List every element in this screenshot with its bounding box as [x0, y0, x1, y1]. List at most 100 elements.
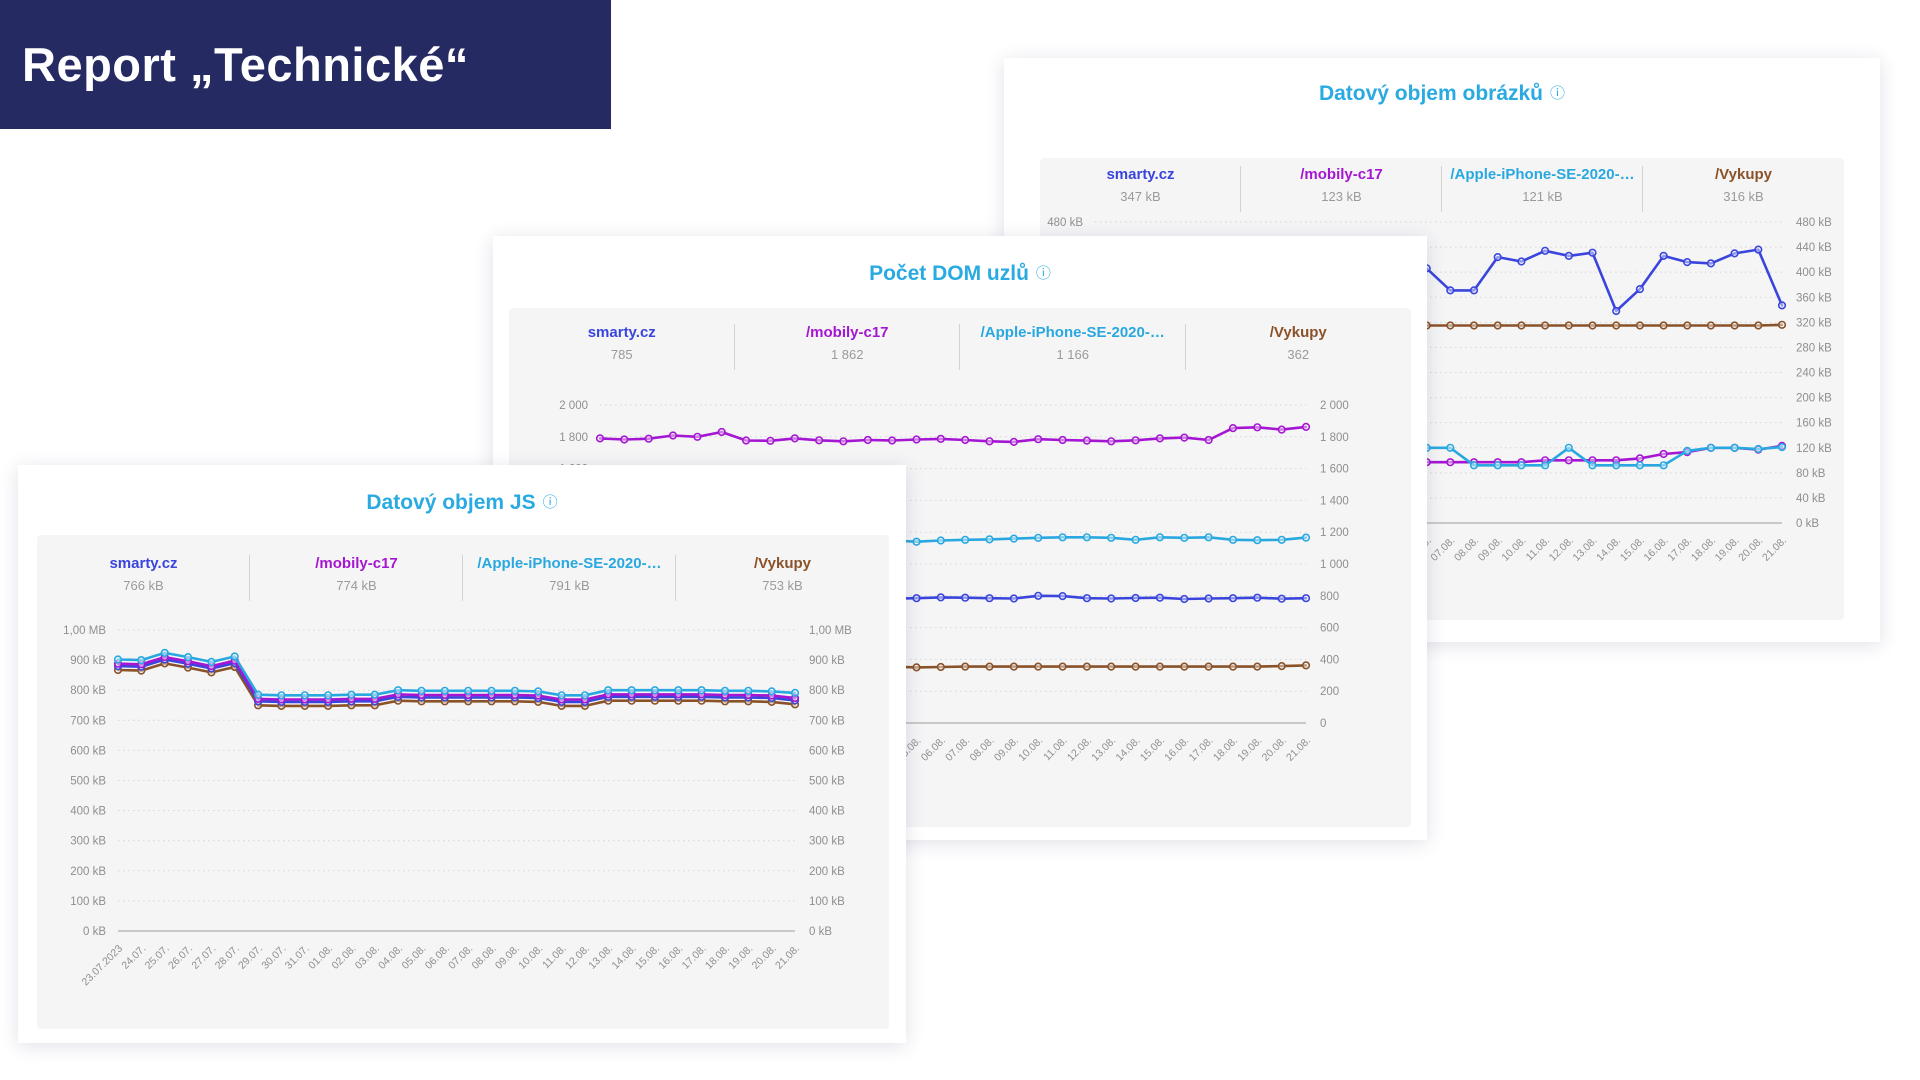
svg-text:400: 400 [1320, 654, 1339, 666]
chart-title-js: Datový objem JS ⓘ [18, 491, 906, 515]
svg-text:600: 600 [1320, 623, 1339, 635]
svg-text:10.08.: 10.08. [1499, 535, 1528, 564]
svg-text:18.08.: 18.08. [1211, 735, 1240, 764]
svg-text:120 kB: 120 kB [1796, 443, 1832, 455]
legend-value: 1 862 [830, 347, 864, 362]
svg-text:280 kB: 280 kB [1796, 342, 1832, 354]
svg-text:900 kB: 900 kB [809, 655, 845, 667]
legend-value: 774 kB [336, 578, 377, 593]
legend-value: 1 166 [1056, 347, 1090, 362]
svg-text:100 kB: 100 kB [70, 896, 106, 908]
svg-text:21.08.: 21.08. [1760, 535, 1789, 564]
svg-text:10.08.: 10.08. [1016, 735, 1045, 764]
svg-text:20.08.: 20.08. [750, 943, 779, 972]
legend-label: /Vykupy [754, 555, 811, 572]
svg-text:0 kB: 0 kB [83, 926, 106, 938]
legend-item-smarty-cz[interactable]: smarty.cz 347 kB [1040, 166, 1241, 212]
svg-text:15.08.: 15.08. [1138, 735, 1167, 764]
legend-item-smarty-cz[interactable]: smarty.cz 766 kB [37, 555, 250, 601]
svg-text:19.08.: 19.08. [726, 943, 755, 972]
legend-item-vykupy[interactable]: /Vykupy 362 [1186, 324, 1412, 362]
svg-text:06.08.: 06.08. [919, 735, 948, 764]
legend-value: 766 kB [123, 578, 164, 593]
svg-text:18.08.: 18.08. [1689, 535, 1718, 564]
svg-text:15.08.: 15.08. [633, 943, 662, 972]
legend-item-smarty-cz[interactable]: smarty.cz 785 [509, 324, 735, 370]
report-title-banner: Report „Technické“ [0, 0, 611, 129]
svg-text:480 kB: 480 kB [1047, 217, 1083, 229]
chart-title-dom-nodes: Počet DOM uzlů ⓘ [493, 262, 1427, 286]
legend-label: /mobily-c17 [1300, 166, 1383, 183]
legend-item-apple-iphone[interactable]: /Apple-iPhone-SE-2020-… 791 kB [463, 555, 676, 601]
svg-text:31.07.: 31.07. [283, 943, 312, 972]
svg-text:1 400: 1 400 [1320, 495, 1349, 507]
info-icon[interactable]: ⓘ [1550, 85, 1566, 102]
legend-item-mobily-c17[interactable]: /mobily-c17 774 kB [250, 555, 463, 601]
svg-text:240 kB: 240 kB [1796, 368, 1832, 380]
svg-text:08.08.: 08.08. [470, 943, 499, 972]
svg-text:100 kB: 100 kB [809, 896, 845, 908]
svg-text:900 kB: 900 kB [70, 655, 106, 667]
svg-text:09.08.: 09.08. [493, 943, 522, 972]
svg-text:500 kB: 500 kB [70, 776, 106, 788]
svg-text:800: 800 [1320, 591, 1339, 603]
legend-label: /Apple-iPhone-SE-2020-… [980, 324, 1165, 341]
legend-item-vykupy[interactable]: /Vykupy 753 kB [676, 555, 889, 593]
svg-text:360 kB: 360 kB [1796, 292, 1832, 304]
svg-text:16.08.: 16.08. [656, 943, 685, 972]
svg-text:20.08.: 20.08. [1736, 535, 1765, 564]
svg-text:480 kB: 480 kB [1796, 217, 1832, 229]
svg-text:14.08.: 14.08. [610, 943, 639, 972]
svg-text:2 000: 2 000 [1320, 400, 1349, 412]
svg-text:0 kB: 0 kB [809, 926, 832, 938]
svg-text:200 kB: 200 kB [809, 866, 845, 878]
legend-item-vykupy[interactable]: /Vykupy 316 kB [1643, 166, 1844, 204]
svg-text:15.08.: 15.08. [1618, 535, 1647, 564]
svg-text:29.07.: 29.07. [236, 943, 265, 972]
legend-value: 362 [1287, 347, 1310, 362]
svg-text:320 kB: 320 kB [1796, 317, 1832, 329]
svg-text:11.08.: 11.08. [1041, 735, 1070, 764]
svg-text:200: 200 [1320, 686, 1339, 698]
svg-text:400 kB: 400 kB [809, 806, 845, 818]
svg-text:1 200: 1 200 [1320, 527, 1349, 539]
legend-value: 123 kB [1321, 189, 1362, 204]
svg-text:400 kB: 400 kB [70, 806, 106, 818]
svg-text:25.07.: 25.07. [143, 943, 172, 972]
svg-text:0 kB: 0 kB [1796, 518, 1819, 530]
svg-text:19.08.: 19.08. [1713, 535, 1742, 564]
svg-text:1 000: 1 000 [1320, 559, 1349, 571]
legend-item-apple-iphone[interactable]: /Apple-iPhone-SE-2020-… 1 166 [960, 324, 1186, 370]
legend-item-apple-iphone[interactable]: /Apple-iPhone-SE-2020-… 121 kB [1442, 166, 1643, 212]
legend-item-mobily-c17[interactable]: /mobily-c17 123 kB [1241, 166, 1442, 212]
svg-text:09.08.: 09.08. [1476, 535, 1505, 564]
legend-label: /Apple-iPhone-SE-2020-… [477, 555, 662, 572]
svg-text:08.08.: 08.08. [968, 735, 997, 764]
svg-text:500 kB: 500 kB [809, 776, 845, 788]
svg-text:23.07.2023: 23.07.2023 [79, 943, 125, 989]
legend-value: 791 kB [549, 578, 590, 593]
svg-text:05.08.: 05.08. [399, 943, 428, 972]
legend-item-mobily-c17[interactable]: /mobily-c17 1 862 [735, 324, 961, 370]
svg-text:13.08.: 13.08. [586, 943, 615, 972]
legend-value: 753 kB [762, 578, 803, 593]
svg-text:600 kB: 600 kB [70, 745, 106, 757]
svg-text:11.08.: 11.08. [540, 943, 569, 972]
chart-title-text: Datový objem JS [366, 491, 536, 514]
svg-text:17.08.: 17.08. [680, 943, 709, 972]
svg-text:30.07.: 30.07. [259, 943, 288, 972]
info-icon[interactable]: ⓘ [542, 494, 558, 511]
svg-text:800 kB: 800 kB [70, 685, 106, 697]
svg-text:12.08.: 12.08. [1065, 735, 1094, 764]
svg-text:04.08.: 04.08. [376, 943, 405, 972]
info-icon[interactable]: ⓘ [1035, 265, 1051, 282]
svg-text:17.08.: 17.08. [1187, 735, 1216, 764]
legend-value: 121 kB [1522, 189, 1563, 204]
svg-text:160 kB: 160 kB [1796, 418, 1832, 430]
svg-text:27.07.: 27.07. [189, 943, 218, 972]
svg-text:1,00 MB: 1,00 MB [63, 625, 106, 637]
legend-label: /mobily-c17 [805, 324, 889, 341]
svg-text:21.08.: 21.08. [773, 943, 802, 972]
svg-text:14.08.: 14.08. [1594, 535, 1623, 564]
svg-text:440 kB: 440 kB [1796, 242, 1832, 254]
